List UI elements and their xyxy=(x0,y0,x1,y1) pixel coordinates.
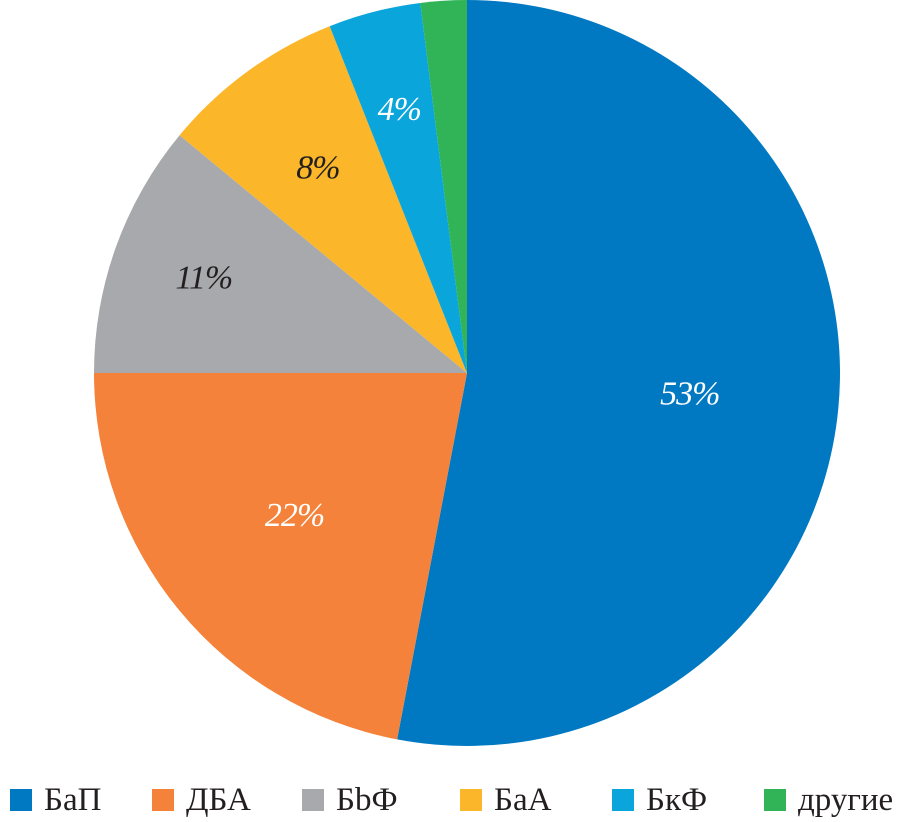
slice-label-5: 4% xyxy=(378,91,421,128)
legend-swatch xyxy=(460,789,482,811)
slice-label-2: 22% xyxy=(265,497,324,534)
legend-swatch xyxy=(764,789,786,811)
slice-label-3: 11% xyxy=(175,260,232,297)
legend-label: БаП xyxy=(44,782,101,818)
pie-slice-4 xyxy=(179,26,467,374)
legend-swatch xyxy=(302,789,324,811)
legend-label: другие xyxy=(798,782,893,818)
pie-slices xyxy=(94,0,840,746)
slice-label-4: 8% xyxy=(296,149,339,186)
slice-labels: 53% 22% 11% 8% 4% xyxy=(175,91,720,534)
legend: БаП ДБА БbФ БаА БкФ другие xyxy=(10,782,893,818)
legend-item-5: БкФ xyxy=(612,782,707,818)
legend-swatch xyxy=(10,789,32,811)
legend-label: БаА xyxy=(494,782,552,818)
slice-label-1: 53% xyxy=(660,376,719,413)
pie-slice-5 xyxy=(329,2,467,373)
pie-slice-3 xyxy=(94,135,467,373)
legend-label: БbФ xyxy=(336,782,398,818)
legend-item-2: ДБА xyxy=(152,782,251,818)
legend-item-1: БаП xyxy=(10,782,101,818)
legend-label: БкФ xyxy=(646,782,707,818)
legend-label: ДБА xyxy=(186,782,251,818)
pie-slice-1 xyxy=(397,0,840,746)
legend-item-4: БаА xyxy=(460,782,552,818)
legend-item-3: БbФ xyxy=(302,782,398,818)
pie-slice-2 xyxy=(94,373,467,740)
legend-item-6: другие xyxy=(764,782,893,818)
pie-slice-6 xyxy=(420,0,467,373)
legend-swatch xyxy=(612,789,634,811)
legend-swatch xyxy=(152,789,174,811)
